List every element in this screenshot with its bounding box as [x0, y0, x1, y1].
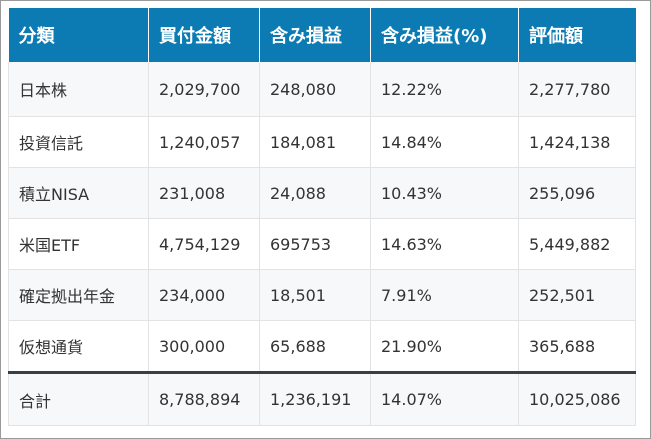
- cell-unrealized-gain-pct: 14.84%: [370, 116, 519, 168]
- cell-valuation: 5,449,882: [518, 218, 636, 270]
- header-unrealized-gain: 含み損益: [259, 8, 371, 62]
- table-header: 分類 買付金額 含み損益 含み損益(%) 評価額: [8, 8, 636, 62]
- table-footer: 合計 8,788,894 1,236,191 14.07% 10,025,086: [8, 371, 636, 426]
- table-row: 日本株 2,029,700 248,080 12.22% 2,277,780: [8, 62, 636, 117]
- table-body: 日本株 2,029,700 248,080 12.22% 2,277,780 投…: [8, 62, 636, 373]
- cell-category: 積立NISA: [8, 167, 149, 219]
- header-unrealized-gain-pct: 含み損益(%): [370, 8, 519, 62]
- cell-purchase-amount: 231,008: [148, 167, 260, 219]
- cell-purchase-amount: 300,000: [148, 320, 260, 373]
- cell-unrealized-gain-pct: 10.43%: [370, 167, 519, 219]
- portfolio-table: 分類 買付金額 含み損益 含み損益(%) 評価額 日本株 2,029,700 2…: [8, 8, 636, 426]
- cell-unrealized-gain: 248,080: [259, 62, 371, 117]
- cell-category: 投資信託: [8, 116, 149, 168]
- cell-unrealized-gain-pct: 14.63%: [370, 218, 519, 270]
- cell-category: 米国ETF: [8, 218, 149, 270]
- total-unrealized-gain: 1,236,191: [259, 371, 371, 426]
- cell-category: 確定拠出年金: [8, 269, 149, 321]
- total-label: 合計: [8, 371, 149, 426]
- header-row: 分類 買付金額 含み損益 含み損益(%) 評価額: [8, 8, 636, 62]
- header-valuation: 評価額: [518, 8, 636, 62]
- cell-unrealized-gain: 184,081: [259, 116, 371, 168]
- cell-valuation: 252,501: [518, 269, 636, 321]
- total-row: 合計 8,788,894 1,236,191 14.07% 10,025,086: [8, 371, 636, 426]
- cell-purchase-amount: 1,240,057: [148, 116, 260, 168]
- table-row: 確定拠出年金 234,000 18,501 7.91% 252,501: [8, 269, 636, 321]
- cell-purchase-amount: 2,029,700: [148, 62, 260, 117]
- cell-valuation: 1,424,138: [518, 116, 636, 168]
- cell-unrealized-gain: 695753: [259, 218, 371, 270]
- total-purchase-amount: 8,788,894: [148, 371, 260, 426]
- cell-purchase-amount: 234,000: [148, 269, 260, 321]
- total-unrealized-gain-pct: 14.07%: [370, 371, 519, 426]
- cell-unrealized-gain: 24,088: [259, 167, 371, 219]
- table-row: 米国ETF 4,754,129 695753 14.63% 5,449,882: [8, 218, 636, 270]
- cell-unrealized-gain: 65,688: [259, 320, 371, 373]
- cell-unrealized-gain-pct: 12.22%: [370, 62, 519, 117]
- cell-category: 仮想通貨: [8, 320, 149, 373]
- cell-unrealized-gain-pct: 7.91%: [370, 269, 519, 321]
- total-valuation: 10,025,086: [518, 371, 636, 426]
- table-row: 投資信託 1,240,057 184,081 14.84% 1,424,138: [8, 116, 636, 168]
- cell-category: 日本株: [8, 62, 149, 117]
- table-row: 仮想通貨 300,000 65,688 21.90% 365,688: [8, 320, 636, 373]
- header-purchase-amount: 買付金額: [148, 8, 260, 62]
- table-row: 積立NISA 231,008 24,088 10.43% 255,096: [8, 167, 636, 219]
- cell-valuation: 255,096: [518, 167, 636, 219]
- cell-unrealized-gain-pct: 21.90%: [370, 320, 519, 373]
- cell-valuation: 2,277,780: [518, 62, 636, 117]
- cell-valuation: 365,688: [518, 320, 636, 373]
- cell-purchase-amount: 4,754,129: [148, 218, 260, 270]
- header-category: 分類: [8, 8, 149, 62]
- cell-unrealized-gain: 18,501: [259, 269, 371, 321]
